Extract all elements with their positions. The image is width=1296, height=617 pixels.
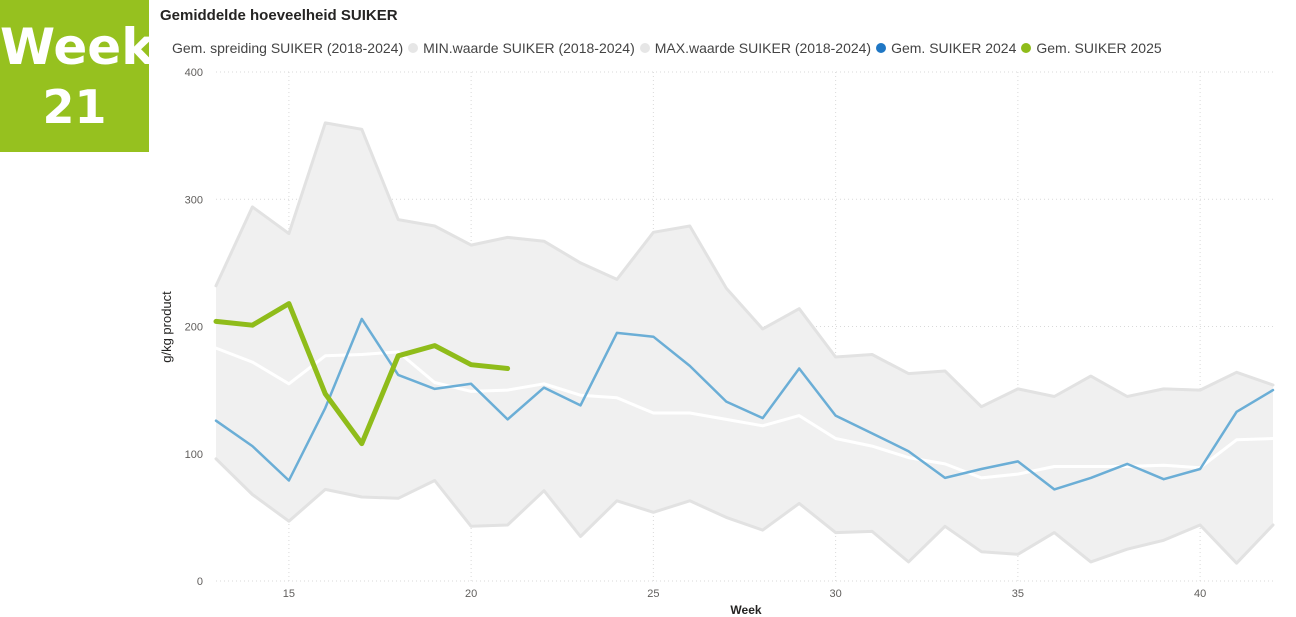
legend-item-gem-spreiding[interactable]: Gem. spreiding SUIKER (2018-2024) xyxy=(172,40,403,56)
legend-item-gem-2024[interactable]: Gem. SUIKER 2024 xyxy=(876,40,1016,56)
axis-ticks: 0 100 200 300 400 15 20 25 30 35 40 xyxy=(185,67,1207,600)
x-tick-label: 35 xyxy=(1012,588,1024,600)
legend-label: MAX.waarde SUIKER (2018-2024) xyxy=(654,40,872,56)
legend-label: Gem. spreiding SUIKER (2018-2024) xyxy=(172,40,404,56)
spread-band-fill xyxy=(216,122,1273,564)
legend-dot-icon xyxy=(639,43,650,53)
week-badge: Week 21 xyxy=(0,0,155,152)
y-tick-label: 300 xyxy=(185,194,203,206)
chart-legend: Gem. spreiding SUIKER (2018-2024) MIN.wa… xyxy=(160,40,1167,56)
y-tick-label: 200 xyxy=(185,322,203,334)
y-tick-label: 100 xyxy=(185,449,203,461)
min-waarde-line xyxy=(214,457,1275,565)
gem-spreiding-line xyxy=(214,346,1275,480)
x-tick-label: 20 xyxy=(465,588,477,600)
legend-dot-icon xyxy=(1021,43,1032,53)
x-tick-label: 40 xyxy=(1194,588,1206,600)
legend-dot-icon xyxy=(876,43,887,53)
x-tick-label: 30 xyxy=(829,588,841,600)
series-lines xyxy=(213,121,1275,565)
x-tick-label: 25 xyxy=(647,588,659,600)
y-axis-title: g/kg product xyxy=(159,291,174,363)
chart-title: Gemiddelde hoeveelheid SUIKER xyxy=(160,7,398,24)
legend-label: Gem. SUIKER 2025 xyxy=(1036,40,1162,56)
x-tick-label: 15 xyxy=(283,588,295,600)
legend-item-min-waarde[interactable]: MIN.waarde SUIKER (2018-2024) xyxy=(408,40,635,56)
y-tick-label: 0 xyxy=(197,576,203,588)
spread-band xyxy=(216,122,1273,564)
week-badge-label: Week xyxy=(0,18,155,76)
legend-label: Gem. SUIKER 2024 xyxy=(891,40,1017,56)
legend-label: MIN.waarde SUIKER (2018-2024) xyxy=(423,40,635,56)
legend-dot-icon xyxy=(408,43,419,53)
y-tick-label: 400 xyxy=(185,67,203,79)
x-axis-title: Week xyxy=(730,603,761,617)
legend-item-max-waarde[interactable]: MAX.waarde SUIKER (2018-2024) xyxy=(639,40,872,56)
legend-item-gem-2025[interactable]: Gem. SUIKER 2025 xyxy=(1021,40,1162,56)
week-badge-number: 21 xyxy=(42,80,107,134)
gem-suiker-2025-line xyxy=(213,301,511,447)
max-waarde-line xyxy=(214,121,1275,409)
